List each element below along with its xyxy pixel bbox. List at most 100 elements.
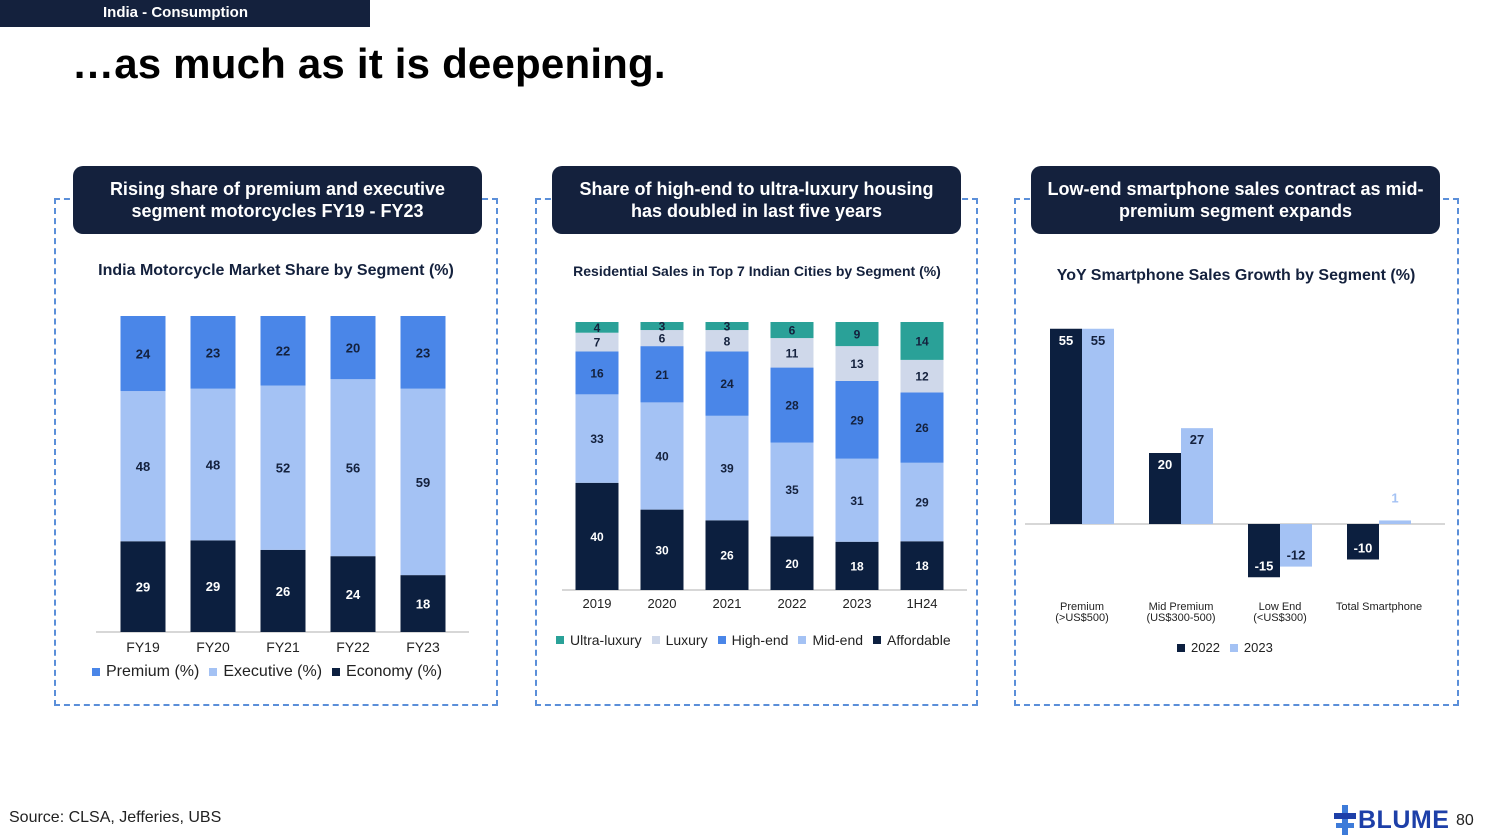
data-label-affordable-2020: 30 (655, 543, 669, 557)
bar-high-end-2019 (575, 351, 619, 395)
bar-economy-fy21 (260, 549, 306, 632)
data-label-ultra-luxury-2019: 4 (594, 321, 601, 335)
section-tag-label: India - Consumption (103, 4, 248, 21)
data-label-2022-premium-us-500: 55 (1059, 333, 1073, 348)
bar-affordable-2019 (575, 482, 619, 590)
x-tick-mid-premium-us-300-500-line-2: (US$300-500) (1146, 612, 1215, 624)
legend-swatch-mid-end (798, 636, 807, 644)
data-label-affordable-2023: 18 (850, 559, 864, 573)
bar-2022-premium-us-500 (1050, 328, 1082, 524)
x-tick-premium-us-500-line-2: (>US$500) (1055, 612, 1109, 624)
x-tick-fy22: FY22 (336, 639, 370, 655)
data-label-executive-fy23: 59 (416, 475, 430, 490)
legend-swatch-executive (209, 668, 218, 676)
source-note: Source: CLSA, Jefferies, UBS (9, 809, 222, 826)
data-label-luxury-2020: 6 (659, 332, 666, 346)
data-label-high-end-2019: 16 (590, 366, 604, 380)
data-label-premium-fy21: 22 (276, 344, 290, 359)
page-title: …as much as it is deepening. (72, 40, 666, 87)
data-label-mid-end-2021: 39 (720, 462, 734, 476)
data-label-2022-low-end-us-300: -15 (1255, 558, 1274, 573)
bar-2023-low-end-us-300 (1280, 524, 1312, 567)
panel-1-headline: Rising share of premium and executive se… (73, 166, 482, 234)
legend-label-executive: Executive (%) (223, 663, 323, 680)
bar-executive-fy21 (260, 385, 306, 550)
data-label-luxury-2021: 8 (724, 334, 731, 348)
data-label-2023-low-end-us-300: -12 (1287, 548, 1306, 563)
bar-economy-fy19 (120, 541, 166, 632)
data-label-executive-fy22: 56 (346, 461, 360, 476)
chart-1-legend: Premium (%) Executive (%) Economy (%) (92, 663, 452, 681)
data-label-luxury-2023: 13 (850, 357, 864, 371)
legend-item-premium: Premium (%) (92, 663, 199, 681)
bar-luxury-2021 (705, 330, 749, 352)
bar-premium-fy21 (260, 316, 306, 386)
blume-logo-text: BLUME (1358, 805, 1450, 834)
x-tick-fy23: FY23 (406, 639, 440, 655)
bar-high-end-1h24 (900, 392, 944, 463)
blume-logo-icon (1334, 805, 1356, 835)
legend-label-2022: 2022 (1191, 640, 1220, 655)
panel-3-headline: Low-end smartphone sales contract as mid… (1031, 166, 1440, 234)
x-tick-mid-premium-us-300-500-line-1: Mid Premium (1149, 601, 1214, 613)
data-label-executive-fy21: 52 (276, 461, 290, 476)
data-label-high-end-1h24: 26 (915, 421, 929, 435)
bar-high-end-2023 (835, 380, 879, 459)
x-tick-low-end-us-300-line-1: Low End (1259, 601, 1302, 613)
bar-ultra-luxury-2020 (640, 322, 684, 331)
data-label-affordable-2019: 40 (590, 530, 604, 544)
chart-2-legend: Ultra-luxury Luxury High-end Mid-end Afforda… (556, 632, 961, 648)
data-label-ultra-luxury-2020: 3 (659, 320, 666, 334)
data-label-ultra-luxury-2021: 3 (724, 320, 731, 334)
x-tick-1h24: 1H24 (906, 596, 937, 611)
bar-mid-end-1h24 (900, 462, 944, 542)
data-label-luxury-2022: 11 (786, 346, 799, 360)
x-tick-2020: 2020 (648, 596, 677, 611)
bar-executive-fy22 (330, 379, 376, 557)
bar-2023-mid-premium-us-300-500 (1181, 428, 1213, 524)
data-label-ultra-luxury-2023: 9 (854, 328, 861, 342)
data-label-economy-fy21: 26 (276, 584, 290, 599)
bar-ultra-luxury-2021 (705, 322, 749, 331)
x-tick-fy19: FY19 (126, 639, 160, 655)
bar-mid-end-2019 (575, 394, 619, 483)
legend-swatch-2023 (1229, 643, 1238, 652)
section-tag: India - Consumption (0, 0, 370, 27)
bar-2023-total-smartphone (1379, 520, 1411, 524)
legend-item-executive: Executive (%) (209, 663, 322, 681)
data-label-affordable-2021: 26 (720, 549, 734, 563)
bar-executive-fy20 (190, 388, 236, 541)
bar-economy-fy23 (400, 575, 446, 632)
legend-label-economy: Economy (%) (346, 663, 443, 680)
bar-luxury-2022 (770, 338, 814, 368)
bar-mid-end-2022 (770, 442, 814, 537)
x-tick-total-smartphone-line-1: Total Smartphone (1336, 601, 1422, 613)
bar-executive-fy23 (400, 388, 446, 576)
legend-item-ultra-luxury: Ultra-luxury (556, 632, 642, 648)
data-label-economy-fy19: 29 (136, 580, 150, 595)
legend-swatch-economy (332, 668, 341, 676)
x-tick-low-end-us-300-line-2: (<US$300) (1253, 612, 1307, 624)
legend-item-affordable: Affordable (873, 632, 951, 648)
page-number: 80 (1456, 812, 1474, 829)
data-label-ultra-luxury-1h24: 14 (915, 335, 929, 349)
bar-affordable-2023 (835, 541, 879, 590)
legend-item-economy: Economy (%) (332, 663, 442, 681)
data-label-executive-fy19: 48 (136, 459, 150, 474)
bar-affordable-2021 (705, 520, 749, 590)
bar-luxury-2019 (575, 332, 619, 352)
data-label-luxury-2019: 7 (594, 336, 601, 350)
bar-economy-fy20 (190, 540, 236, 632)
data-label-2022-total-smartphone: -10 (1354, 541, 1373, 556)
legend-item-luxury: Luxury (651, 632, 708, 648)
bar-2022-low-end-us-300 (1248, 524, 1280, 578)
data-label-high-end-2022: 28 (785, 399, 799, 413)
data-label-2023-total-smartphone: 1 (1391, 490, 1398, 505)
bar-mid-end-2023 (835, 458, 879, 542)
bar-premium-fy22 (330, 316, 376, 380)
legend-label-premium: Premium (%) (106, 663, 200, 680)
data-label-affordable-1h24: 18 (915, 559, 929, 573)
bar-luxury-2020 (640, 330, 684, 347)
